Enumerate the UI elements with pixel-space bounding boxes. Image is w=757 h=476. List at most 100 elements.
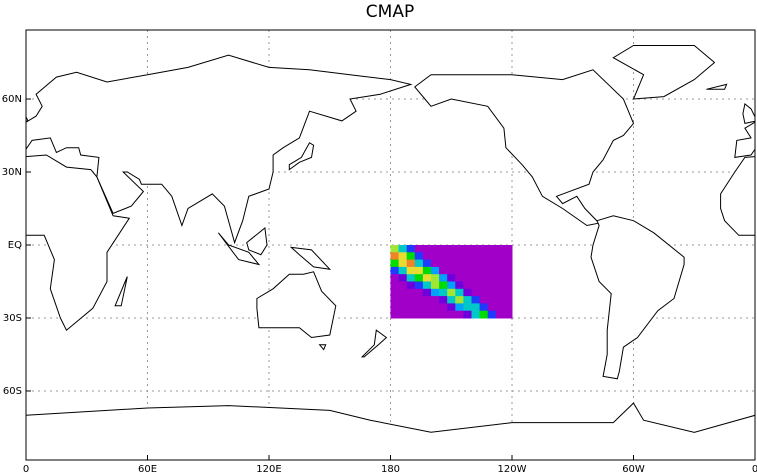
landmass [590, 215, 685, 380]
field-cell [414, 310, 424, 319]
field-cell [455, 288, 464, 297]
lon-label: 0 [23, 464, 29, 475]
field-cell [422, 310, 432, 319]
field-cell [414, 303, 424, 312]
field-cell [463, 252, 472, 261]
field-cell [390, 310, 400, 319]
field-cell [439, 303, 448, 312]
field-cell [471, 303, 481, 312]
field-cell [455, 252, 464, 261]
field-cell [398, 274, 408, 282]
field-cell [439, 281, 448, 290]
field-cell [471, 281, 481, 290]
field-cell [479, 266, 489, 275]
field-cell [463, 266, 472, 275]
field-cell [414, 274, 424, 282]
field-cell [463, 288, 472, 297]
field-cell [495, 259, 505, 268]
field-cell [406, 288, 416, 297]
field-cell [495, 288, 505, 297]
field-cell [463, 281, 472, 290]
field-cell [406, 245, 416, 253]
field-cell [390, 252, 400, 261]
landmass [289, 246, 332, 271]
landmass [26, 402, 755, 460]
field-cell [479, 245, 489, 253]
field-cell [406, 259, 416, 268]
field-cell [439, 310, 448, 319]
field-cell [471, 259, 481, 268]
field-cell [398, 310, 408, 319]
landmass [612, 45, 716, 100]
lon-label: 0 [752, 464, 757, 475]
field-cell [455, 296, 464, 304]
lon-label: 120W [498, 464, 527, 475]
field-cell [390, 245, 400, 253]
field-cell [439, 288, 448, 297]
field-cell [479, 296, 489, 304]
field-cell [398, 252, 408, 261]
field-cell [479, 288, 489, 297]
field-cell [447, 281, 456, 290]
landmass [360, 329, 388, 358]
landmass [734, 121, 755, 158]
field-cell [503, 281, 513, 290]
field-cell [503, 288, 513, 297]
field-cell [406, 281, 416, 290]
field-cell [471, 252, 481, 261]
field-cell [439, 245, 448, 253]
field-cell [390, 288, 400, 297]
field-cell [455, 310, 464, 319]
field-cell [455, 266, 464, 275]
field-cell [398, 281, 408, 290]
field-cell [390, 296, 400, 304]
field-cell [422, 245, 432, 253]
field-cell [487, 303, 497, 312]
lat-label: 30S [3, 313, 22, 324]
lon-label: 60W [622, 464, 645, 475]
field-cell [503, 259, 513, 268]
field-cell [390, 274, 400, 282]
field-cell [447, 310, 456, 319]
field-cell [414, 252, 424, 261]
field-cell [503, 266, 513, 275]
field-cell [431, 288, 440, 297]
field-cell [455, 274, 464, 282]
field-cell [431, 252, 440, 261]
field-cell [398, 288, 408, 297]
field-cell [447, 303, 456, 312]
field-cell [463, 259, 472, 268]
field-cell [431, 281, 440, 290]
field-cell [455, 245, 464, 253]
field-cell [487, 266, 497, 275]
field-cell [487, 310, 497, 319]
field-cell [479, 274, 489, 282]
field-cell [447, 288, 456, 297]
field-cell [479, 281, 489, 290]
field-cell [390, 281, 400, 290]
field-cell [503, 245, 513, 253]
coastlines [26, 45, 755, 460]
field-cell [495, 245, 505, 253]
field-cell [463, 310, 472, 319]
field-cell [406, 266, 416, 275]
field-cell [422, 288, 432, 297]
lon-label: 60E [138, 464, 157, 475]
field-cell [455, 281, 464, 290]
field-cell [447, 274, 456, 282]
field-cell [439, 252, 448, 261]
field-cell [503, 303, 513, 312]
field-cell [455, 259, 464, 268]
field-cell [406, 296, 416, 304]
field-cell [463, 296, 472, 304]
field-cell [422, 296, 432, 304]
field-cell [398, 266, 408, 275]
field-cell [447, 266, 456, 275]
landmass [114, 276, 128, 307]
field-cell [414, 259, 424, 268]
landmass [706, 83, 728, 90]
landmass [414, 69, 635, 227]
field-cell [431, 274, 440, 282]
field-cell [390, 266, 400, 275]
